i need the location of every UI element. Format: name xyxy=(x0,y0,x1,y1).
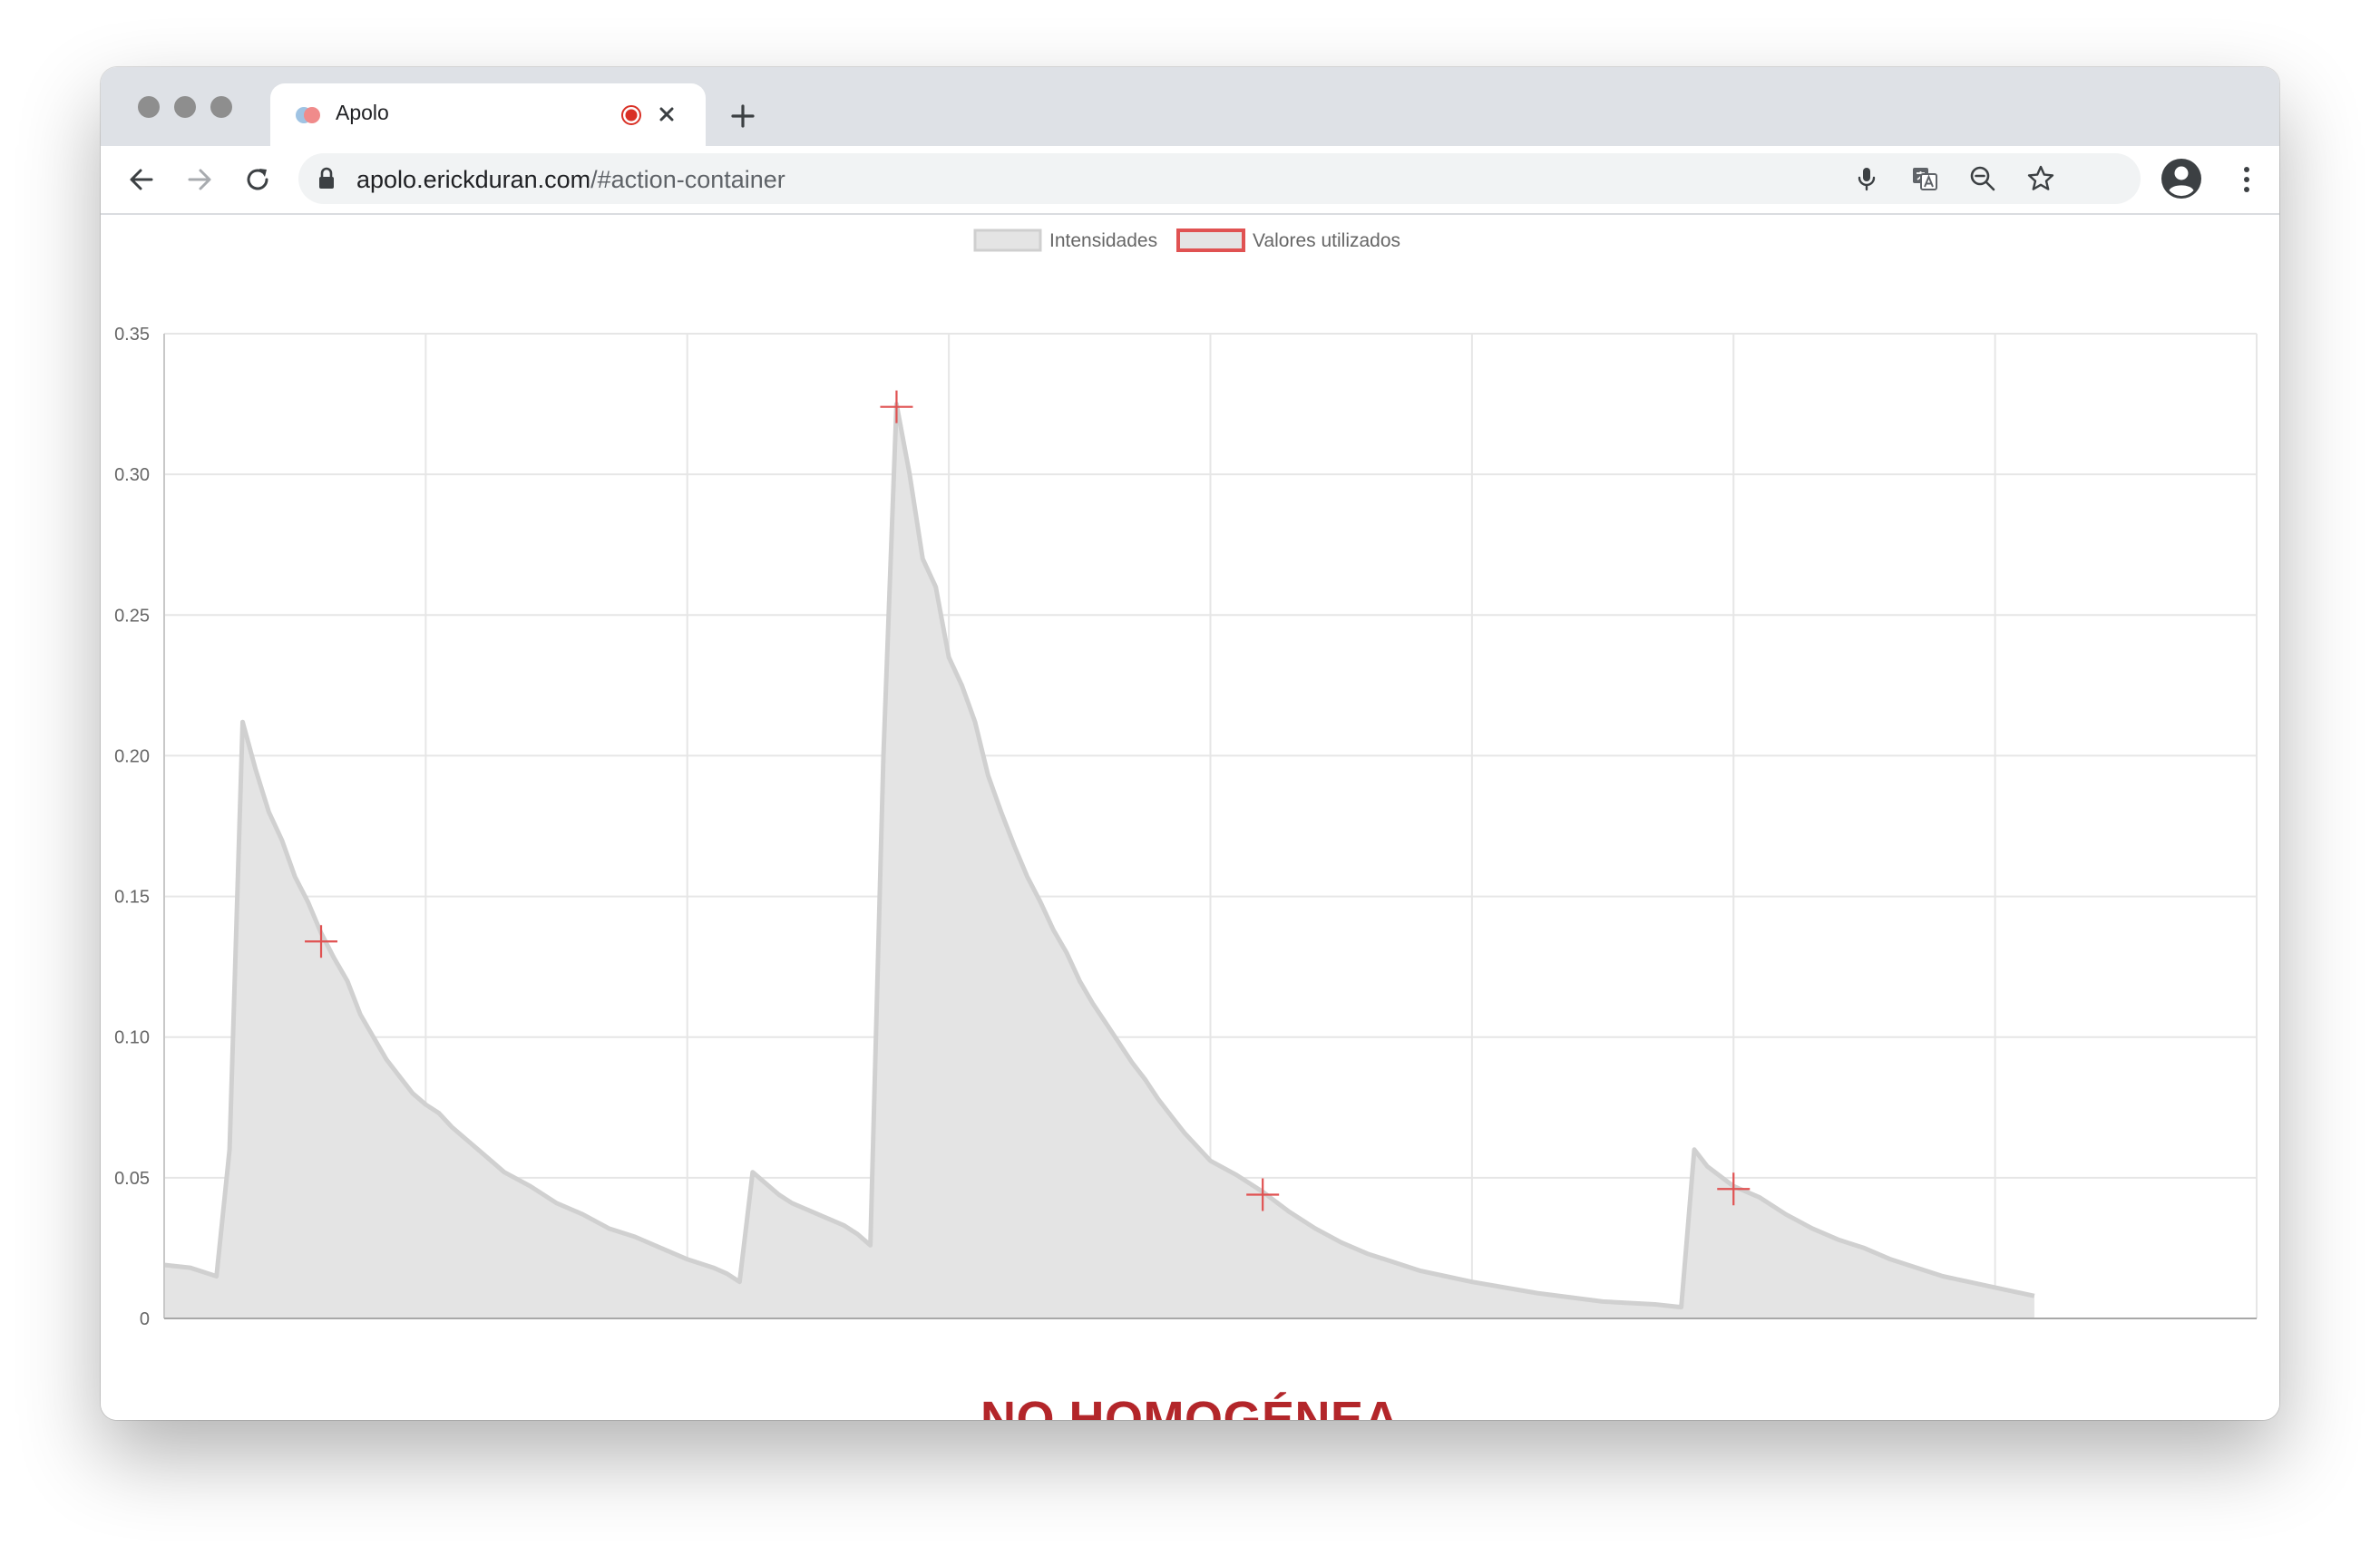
record-icon xyxy=(621,105,641,125)
x-tick-label: 120 xyxy=(1719,1337,1749,1339)
url-host: apolo.erickduran.com xyxy=(356,166,591,193)
y-tick-label: 0.10 xyxy=(114,1028,150,1048)
intensity-chart: 0 20 40 60 80 100 120 140 160 0 0.05 0.10 0.15 0.20 0.… xyxy=(114,229,2272,1339)
used-value-marker xyxy=(880,390,913,423)
legend-swatch-valores-utilizados xyxy=(1176,229,1245,252)
x-tick-label: 160 xyxy=(2241,1337,2271,1339)
tab-apolo[interactable]: Apolo xyxy=(270,83,706,146)
x-tick-label: 100 xyxy=(1457,1337,1487,1339)
x-tick-label: 40 xyxy=(678,1337,697,1339)
url-path: /#action-container xyxy=(590,166,785,193)
maximize-window-button[interactable] xyxy=(210,96,232,118)
zoom-out-icon[interactable] xyxy=(1967,163,1998,194)
x-tick-label: 60 xyxy=(939,1337,959,1339)
page-content: 0 20 40 60 80 100 120 140 160 0 0.05 0.10 0.15 0.20 0.… xyxy=(101,215,2279,1420)
tab-strip: Apolo xyxy=(101,67,2279,146)
x-tick-label: 20 xyxy=(415,1337,435,1339)
back-icon[interactable] xyxy=(124,162,159,197)
forward-icon[interactable] xyxy=(182,162,217,197)
used-value-marker xyxy=(1246,1178,1280,1211)
used-value-marker xyxy=(305,925,338,958)
address-bar[interactable]: apolo.erickduran.com/#action-container xyxy=(298,153,2141,204)
x-tick-label: 140 xyxy=(1980,1337,2010,1339)
menu-icon[interactable] xyxy=(2230,162,2263,197)
plus-icon[interactable] xyxy=(727,100,759,132)
legend-swatch-intensidades xyxy=(973,229,1042,252)
y-tick-label: 0.05 xyxy=(114,1169,150,1189)
apolo-favicon-icon xyxy=(296,107,320,123)
mic-icon[interactable] xyxy=(1851,163,1882,194)
close-icon[interactable] xyxy=(653,101,680,128)
x-tick-label: 0 xyxy=(159,1337,169,1339)
reload-icon[interactable] xyxy=(240,162,275,197)
browser-toolbar: apolo.erickduran.com/#action-container xyxy=(101,146,2279,215)
minimize-window-button[interactable] xyxy=(174,96,196,118)
close-window-button[interactable] xyxy=(138,96,160,118)
translate-icon[interactable] xyxy=(1909,163,1940,194)
url-text: apolo.erickduran.com/#action-container xyxy=(356,166,785,194)
star-icon[interactable] xyxy=(2025,163,2056,194)
y-tick-label: 0.25 xyxy=(114,606,150,626)
tab-title: Apolo xyxy=(336,101,389,124)
y-tick-label: 0.20 xyxy=(114,746,150,766)
account-icon[interactable] xyxy=(2160,157,2203,200)
x-tick-label: 80 xyxy=(1200,1337,1220,1339)
intensity-line xyxy=(163,402,2035,1310)
y-tick-label: 0.15 xyxy=(114,888,150,908)
legend-label-intensidades: Intensidades xyxy=(1049,230,1157,251)
browser-window: Apolo apolo.e xyxy=(101,67,2279,1420)
y-tick-label: 0 xyxy=(140,1309,150,1329)
lock-icon xyxy=(319,167,334,189)
legend-label-valores-utilizados: Valores utilizados xyxy=(1253,230,1400,251)
y-tick-label: 0.35 xyxy=(114,325,150,345)
y-tick-label: 0.30 xyxy=(114,465,150,485)
used-value-marker xyxy=(1717,1172,1751,1206)
result-label: NO HOMOGÉNEA xyxy=(980,1392,1400,1420)
intensity-area xyxy=(164,404,2034,1319)
